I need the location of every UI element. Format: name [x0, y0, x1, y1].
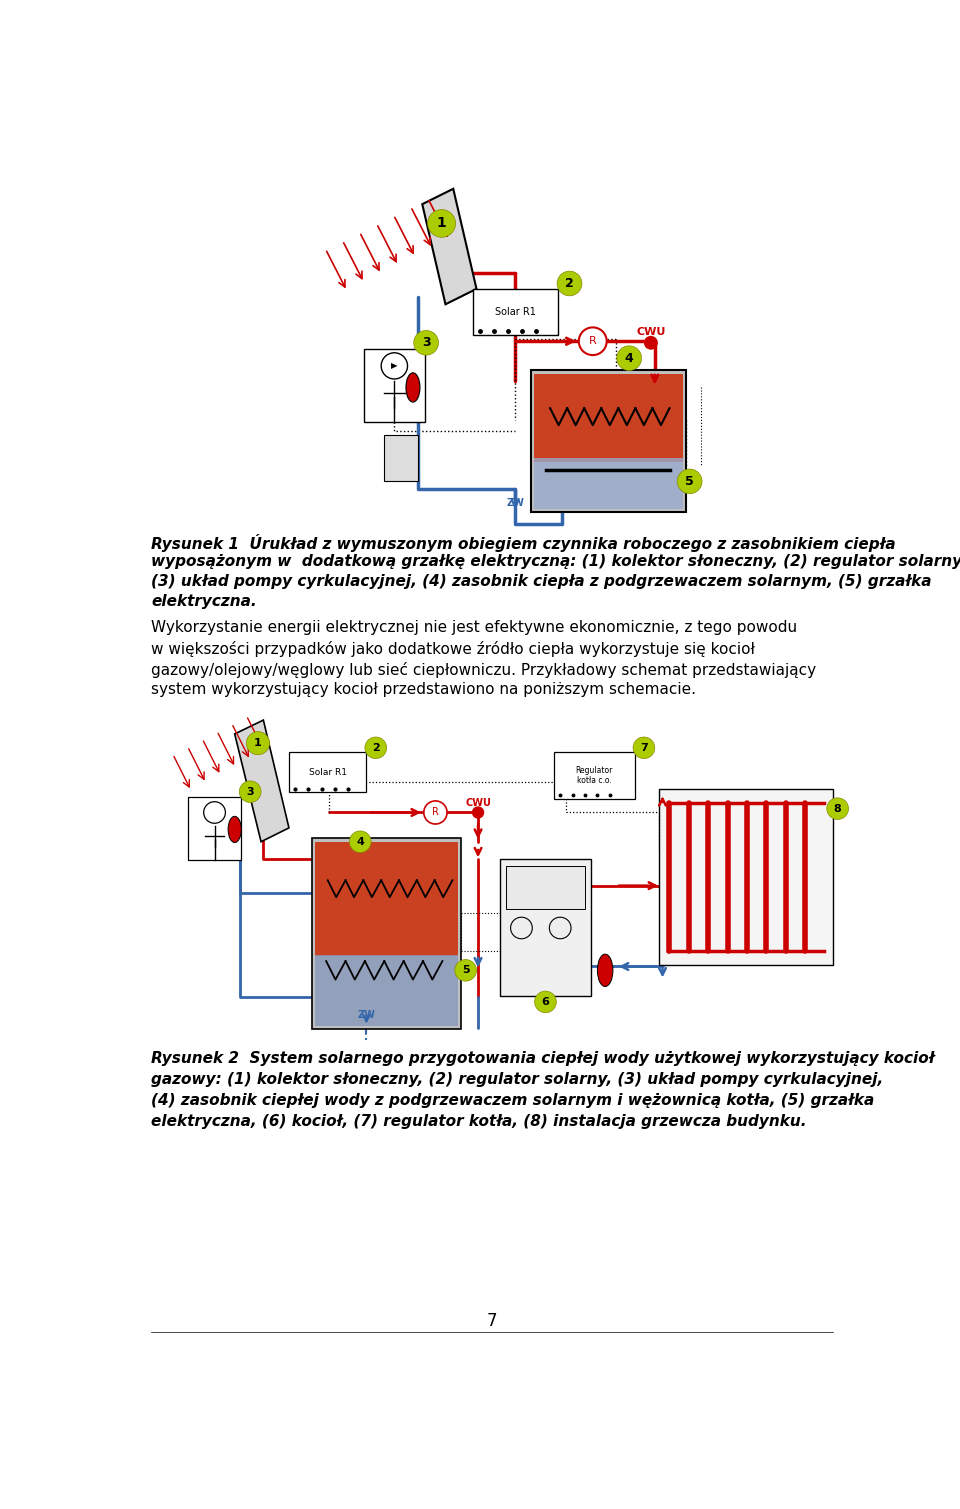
Text: 1: 1	[437, 216, 446, 231]
Text: Rysunek 2  System solarnego przygotowania ciepłej wody użytkowej wykorzystujący : Rysunek 2 System solarnego przygotowania…	[151, 1052, 934, 1067]
Text: Solar R1: Solar R1	[309, 768, 347, 777]
Text: wyposążonym w  dodatkową grzałkę elektryczną: (1) kolektor słoneczny, (2) regula: wyposążonym w dodatkową grzałkę elektryc…	[151, 554, 960, 569]
Text: w większości przypadków jako dodatkowe źródło ciepła wykorzystuje się kocioł: w większości przypadków jako dodatkowe ź…	[151, 641, 755, 656]
Bar	[383, 435, 419, 481]
Circle shape	[414, 330, 439, 355]
Bar	[472, 288, 558, 335]
Text: 7: 7	[640, 742, 648, 753]
Circle shape	[633, 736, 655, 759]
Bar	[315, 955, 458, 1026]
Circle shape	[349, 831, 372, 853]
Text: 6: 6	[541, 997, 549, 1007]
Circle shape	[427, 210, 456, 237]
Bar	[534, 457, 683, 509]
Text: R: R	[588, 337, 596, 346]
Text: elektryczna.: elektryczna.	[151, 595, 256, 608]
Text: 1: 1	[254, 738, 262, 748]
Text: 3: 3	[247, 786, 254, 797]
Text: 4: 4	[356, 836, 364, 847]
Bar	[531, 370, 685, 512]
Polygon shape	[234, 720, 289, 842]
Circle shape	[239, 782, 261, 803]
Bar	[554, 753, 636, 798]
Bar	[506, 866, 585, 908]
Bar	[315, 842, 458, 957]
Ellipse shape	[228, 816, 241, 842]
Circle shape	[616, 346, 641, 371]
Text: CWU: CWU	[465, 798, 491, 809]
Text: 8: 8	[834, 804, 842, 813]
Text: 3: 3	[421, 337, 430, 349]
Text: 4: 4	[625, 352, 634, 365]
Ellipse shape	[406, 373, 420, 401]
Circle shape	[511, 917, 532, 939]
Bar	[364, 349, 424, 423]
Polygon shape	[422, 189, 476, 305]
Circle shape	[827, 798, 849, 819]
Text: gazowy/olejowy/węglowy lub sieć ciepłowniczu. Przykładowy schemat przedstawiając: gazowy/olejowy/węglowy lub sieć ciepłown…	[151, 661, 816, 678]
Text: Rysunek 1  Úrukład z wymuszonym obiegiem czynnika roboczego z zasobnikiem ciepła: Rysunek 1 Úrukład z wymuszonym obiegiem …	[151, 534, 896, 552]
Text: 5: 5	[462, 966, 469, 975]
Circle shape	[677, 469, 702, 493]
Text: 2: 2	[372, 742, 379, 753]
Bar	[534, 374, 683, 462]
Circle shape	[365, 736, 387, 759]
Bar	[659, 789, 833, 964]
Circle shape	[472, 806, 484, 819]
Circle shape	[381, 353, 408, 379]
Text: Solar R1: Solar R1	[494, 306, 536, 317]
Text: (3) układ pompy cyrkulacyjnej, (4) zasobnik ciepła z podgrzewaczem solarnym, (5): (3) układ pompy cyrkulacyjnej, (4) zasob…	[151, 573, 931, 589]
Text: 7: 7	[487, 1311, 497, 1329]
Text: ▶: ▶	[391, 361, 397, 370]
Circle shape	[204, 801, 226, 824]
Circle shape	[557, 272, 582, 296]
Circle shape	[549, 917, 571, 939]
Bar	[188, 797, 241, 860]
Bar	[500, 859, 591, 996]
Text: ZW: ZW	[506, 498, 524, 509]
Text: (4) zasobnik ciepłej wody z podgrzewaczem solarnym i wężownicą kotła, (5) grzałk: (4) zasobnik ciepłej wody z podgrzewacze…	[151, 1093, 875, 1108]
Text: 2: 2	[565, 278, 574, 290]
Circle shape	[644, 337, 658, 350]
Text: ZW: ZW	[357, 1011, 375, 1020]
Text: Regulator
kotła c.o.: Regulator kotła c.o.	[576, 767, 613, 785]
Text: R: R	[432, 807, 439, 818]
Text: Wykorzystanie energii elektrycznej nie jest efektywne ekonomicznie, z tego powod: Wykorzystanie energii elektrycznej nie j…	[151, 620, 797, 635]
Bar	[289, 753, 367, 792]
Text: system wykorzystujący kocioł przedstawiono na poniższym schemacie.: system wykorzystujący kocioł przedstawio…	[151, 682, 696, 697]
Text: elektryczna, (6) kocioł, (7) regulator kotła, (8) instalacja grzewcza budynku.: elektryczna, (6) kocioł, (7) regulator k…	[151, 1114, 806, 1129]
Circle shape	[579, 327, 607, 355]
Bar	[312, 837, 461, 1029]
Circle shape	[455, 960, 476, 981]
Text: 5: 5	[685, 475, 694, 487]
Text: gazowy: (1) kolektor słoneczny, (2) regulator solarny, (3) układ pompy cyrkulacy: gazowy: (1) kolektor słoneczny, (2) regu…	[151, 1071, 883, 1086]
Circle shape	[535, 991, 557, 1013]
Text: CWU: CWU	[636, 327, 665, 337]
Circle shape	[423, 801, 447, 824]
Ellipse shape	[597, 954, 612, 987]
Circle shape	[247, 732, 270, 754]
